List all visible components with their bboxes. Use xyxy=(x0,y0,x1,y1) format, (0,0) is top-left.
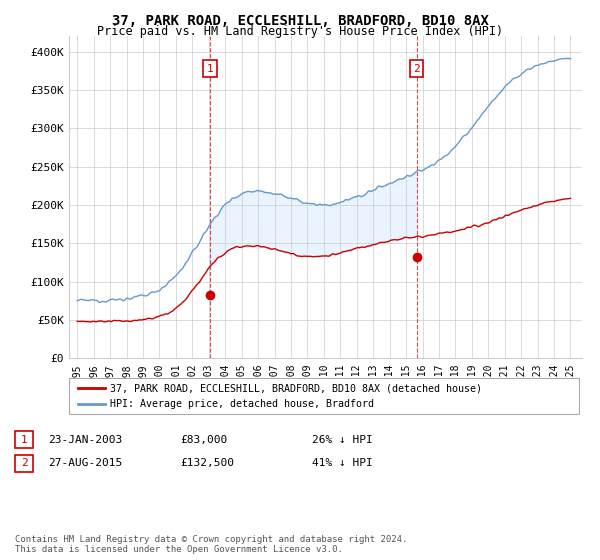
Text: £83,000: £83,000 xyxy=(180,435,227,445)
Text: 23-JAN-2003: 23-JAN-2003 xyxy=(48,435,122,445)
Text: £132,500: £132,500 xyxy=(180,458,234,468)
Text: 1: 1 xyxy=(206,64,213,73)
Text: 2: 2 xyxy=(20,458,28,468)
Text: 37, PARK ROAD, ECCLESHILL, BRADFORD, BD10 8AX: 37, PARK ROAD, ECCLESHILL, BRADFORD, BD1… xyxy=(112,14,488,28)
Text: 37, PARK ROAD, ECCLESHILL, BRADFORD, BD10 8AX (detached house): 37, PARK ROAD, ECCLESHILL, BRADFORD, BD1… xyxy=(110,383,482,393)
Text: 26% ↓ HPI: 26% ↓ HPI xyxy=(312,435,373,445)
Text: Price paid vs. HM Land Registry's House Price Index (HPI): Price paid vs. HM Land Registry's House … xyxy=(97,25,503,38)
Text: Contains HM Land Registry data © Crown copyright and database right 2024.
This d: Contains HM Land Registry data © Crown c… xyxy=(15,535,407,554)
Text: 27-AUG-2015: 27-AUG-2015 xyxy=(48,458,122,468)
Text: HPI: Average price, detached house, Bradford: HPI: Average price, detached house, Brad… xyxy=(110,399,374,409)
Text: 1: 1 xyxy=(20,435,28,445)
Text: 2: 2 xyxy=(413,64,420,73)
Text: 41% ↓ HPI: 41% ↓ HPI xyxy=(312,458,373,468)
